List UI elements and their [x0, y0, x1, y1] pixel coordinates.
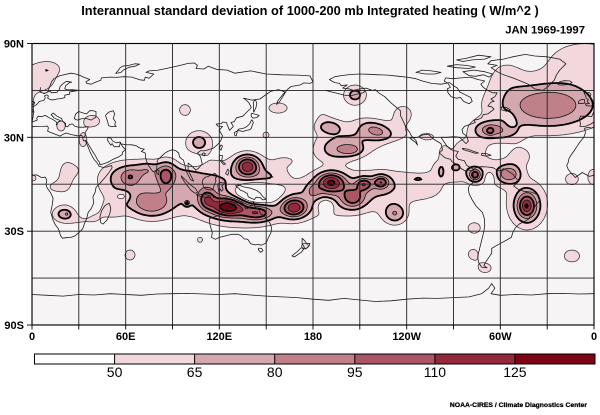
svg-text:Interannual standard deviation: Interannual standard deviation of 1000-2… — [81, 3, 539, 18]
svg-text:50: 50 — [107, 364, 123, 380]
svg-text:180: 180 — [304, 331, 322, 343]
svg-text:90S: 90S — [4, 320, 24, 332]
svg-text:120W: 120W — [392, 331, 421, 343]
svg-text:30S: 30S — [4, 226, 24, 238]
svg-text:60E: 60E — [116, 331, 136, 343]
svg-text:30N: 30N — [4, 132, 24, 144]
svg-text:60W: 60W — [489, 331, 512, 343]
svg-text:65: 65 — [187, 364, 203, 380]
svg-text:90N: 90N — [4, 39, 24, 51]
svg-text:JAN 1969-1997: JAN 1969-1997 — [505, 25, 585, 37]
svg-text:NOAA-CIRES / Climate Diagnosti: NOAA-CIRES / Climate Diagnostics Center — [450, 402, 587, 409]
svg-text:0: 0 — [29, 331, 35, 343]
svg-text:125: 125 — [503, 364, 527, 380]
svg-text:0: 0 — [591, 331, 597, 343]
svg-text:120E: 120E — [206, 331, 232, 343]
svg-text:80: 80 — [267, 364, 283, 380]
svg-text:110: 110 — [424, 364, 447, 380]
svg-text:95: 95 — [347, 364, 363, 380]
